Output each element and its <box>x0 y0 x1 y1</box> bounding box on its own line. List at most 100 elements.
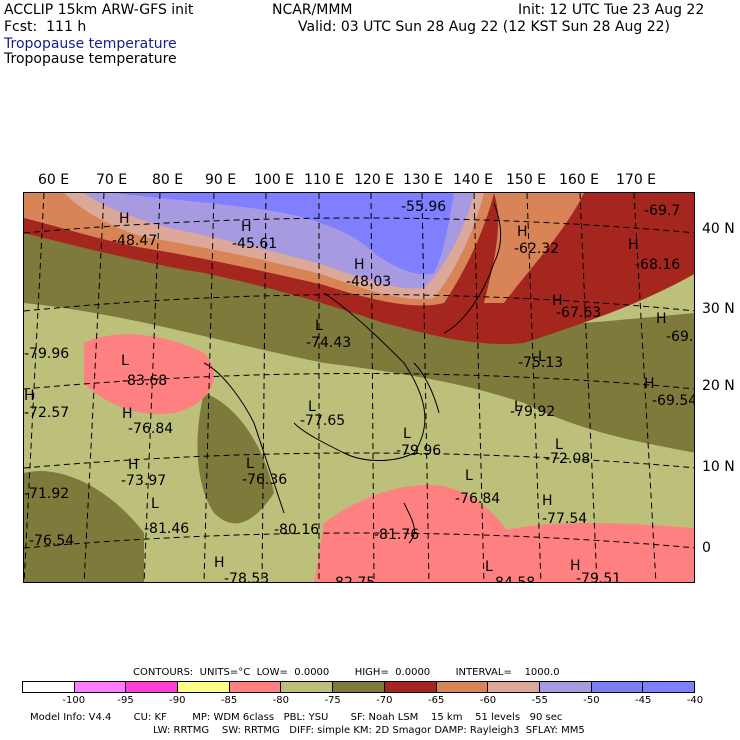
org-label: NCAR/MMM <box>272 2 353 18</box>
value-label: -76.36 <box>242 472 287 488</box>
colorbar-tick-label: -75 <box>324 695 341 706</box>
tropopause-temperature-map: H H H H H H H H H H H H H H L L L L L L … <box>23 192 695 583</box>
high-marker: H <box>542 493 553 509</box>
colorbar-tick-label: -90 <box>169 695 186 706</box>
value-label: -83.68 <box>122 373 167 389</box>
value-label: -84.58 <box>490 575 535 583</box>
colorbar-swatch <box>23 682 75 692</box>
high-marker: H <box>552 293 563 309</box>
value-label: -76.84 <box>455 491 500 507</box>
colorbar-swatch <box>333 682 385 692</box>
low-marker: L <box>151 496 159 512</box>
low-marker: L <box>315 318 323 334</box>
colorbar-swatch <box>126 682 179 692</box>
high-marker: H <box>214 555 225 571</box>
value-label: -69.1 <box>666 329 695 345</box>
value-label: -76.84 <box>128 421 173 437</box>
model-title: ACCLIP 15km ARW-GFS init <box>4 2 194 18</box>
low-marker: L <box>121 353 129 369</box>
field-title-shaded: Tropopause temperature <box>4 36 177 52</box>
value-label: -71.92 <box>24 486 69 502</box>
colorbar-swatch <box>384 682 437 692</box>
value-label: -55.96 <box>401 199 446 215</box>
colorbar-tick-label: -80 <box>272 695 290 706</box>
lat-label: 40 N <box>702 221 735 237</box>
colorbar-tick-label: -65 <box>427 695 445 706</box>
high-marker: H <box>656 311 667 327</box>
valid-time: Valid: 03 UTC Sun 28 Aug 22 (12 KST Sun … <box>298 19 670 35</box>
value-label: -75.13 <box>518 355 563 371</box>
high-marker: H <box>517 224 528 240</box>
colorbar-tick-label: -55 <box>531 695 548 706</box>
high-marker: H <box>644 376 655 392</box>
low-marker: L <box>403 426 411 442</box>
high-marker: H <box>570 558 581 574</box>
lon-label: 90 E <box>205 172 237 188</box>
value-label: -68.16 <box>635 257 680 273</box>
value-label: -79.51 <box>576 571 621 583</box>
value-label: -81.76 <box>374 527 419 543</box>
high-marker: H <box>119 211 130 227</box>
lon-label: 60 E <box>38 172 70 188</box>
lon-label: 100 E <box>254 172 295 188</box>
colorbar-swatch <box>488 682 540 692</box>
model-info-line2: LW: RRTMG SW: RRTMG DIFF: simple KM: 2D … <box>153 725 585 736</box>
field-title-contour: Tropopause temperature <box>4 51 177 67</box>
lat-label: 30 N <box>702 301 735 317</box>
lat-label: 10 N <box>702 459 735 475</box>
value-label: -79.92 <box>510 404 555 420</box>
colorbar-swatch <box>281 682 334 692</box>
value-label: -80.16 <box>274 522 319 538</box>
lon-label: 120 E <box>354 172 395 188</box>
value-label: -48.47 <box>112 233 157 249</box>
low-marker: L <box>465 468 473 484</box>
colorbar-tick-label: -85 <box>220 695 238 706</box>
forecast-hour: Fcst: 111 h <box>4 19 87 35</box>
colorbar-swatch <box>591 682 644 692</box>
value-label: -79.96 <box>24 346 69 362</box>
low-marker: L <box>246 456 254 472</box>
value-label: -48.03 <box>346 274 391 290</box>
colorbar-tick-label: -45 <box>635 695 652 706</box>
high-marker: H <box>354 257 365 273</box>
low-marker: L <box>555 437 563 453</box>
lon-label: 160 E <box>559 172 600 188</box>
colorbar <box>22 681 695 693</box>
lon-label: 110 E <box>304 172 345 188</box>
colorbar-tick-label: -95 <box>117 695 134 706</box>
low-marker: L <box>514 399 522 415</box>
lat-label: 20 N <box>702 378 735 394</box>
model-info-line1: Model Info: V4.4 CU: KF MP: WDM 6class P… <box>30 712 563 723</box>
high-marker: H <box>628 237 639 253</box>
high-marker: H <box>24 388 35 404</box>
value-label: -79.96 <box>396 443 441 459</box>
init-time: Init: 12 UTC Tue 23 Aug 22 <box>518 2 705 18</box>
value-label: -45.61 <box>232 236 277 252</box>
low-marker: L <box>485 559 493 575</box>
colorbar-tick-label: -70 <box>376 695 393 706</box>
value-label: -73.97 <box>121 473 166 489</box>
lon-label: 70 E <box>96 172 128 188</box>
colorbar-tick-label: -100 <box>62 695 86 706</box>
colorbar-swatch <box>539 682 592 692</box>
map-canvas: H H H H H H H H H H H H H H L L L L L L … <box>24 193 695 583</box>
high-marker: H <box>122 406 133 422</box>
value-label: -72.08 <box>545 451 590 467</box>
colorbar-tick-label: -50 <box>583 695 600 706</box>
lat-label: 0 <box>702 540 711 556</box>
low-marker: L <box>538 349 546 365</box>
value-label: -78.53 <box>224 571 269 583</box>
colorbar-tick-label: -40 <box>686 695 704 706</box>
value-label: -77.65 <box>300 413 345 429</box>
value-label: -81.46 <box>144 521 189 537</box>
value-label: -72.57 <box>24 405 69 421</box>
colorbar-swatch <box>178 682 230 692</box>
lon-label: 130 E <box>403 172 444 188</box>
value-label: -67.63 <box>556 305 601 321</box>
value-label: -74.43 <box>306 335 351 351</box>
colorbar-swatch <box>436 682 489 692</box>
lon-label: 170 E <box>616 172 657 188</box>
lon-label: 150 E <box>506 172 547 188</box>
colorbar-swatch <box>229 682 282 692</box>
value-label: -77.54 <box>542 511 587 527</box>
